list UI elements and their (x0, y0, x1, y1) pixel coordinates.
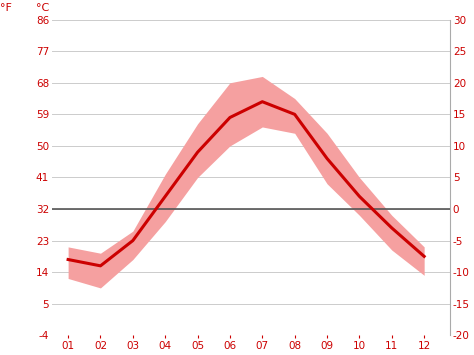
Text: °C: °C (36, 3, 49, 13)
Text: °F: °F (0, 3, 12, 13)
